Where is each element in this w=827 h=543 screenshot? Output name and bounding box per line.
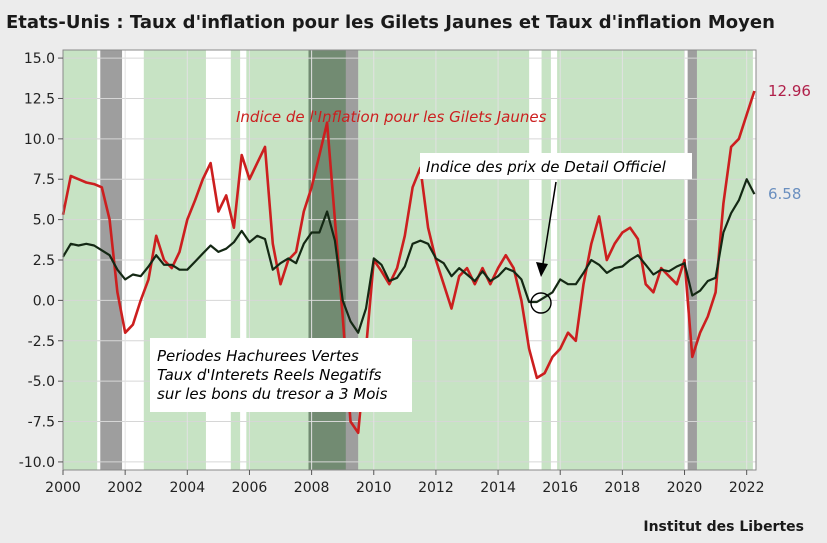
annotation-arrowhead — [536, 262, 548, 277]
x-tick-label: 2018 — [605, 480, 641, 496]
y-tick-label: -10.0 — [19, 455, 55, 471]
x-tick-label: 2014 — [480, 480, 516, 496]
y-tick-label: -5.0 — [28, 374, 55, 390]
x-tick-label: 2012 — [418, 480, 454, 496]
annotations: Indice de l'Inflation pour les Gilets Ja… — [150, 108, 692, 412]
series-line-1 — [62, 178, 756, 334]
x-tick-label: 2010 — [356, 480, 392, 496]
y-tick-label: -7.5 — [28, 415, 55, 431]
series-line-0 — [61, 90, 756, 435]
y-tick-label: 2.5 — [33, 253, 55, 269]
y-tick-label: 0.0 — [33, 293, 55, 309]
annotation-official-index: Indice des prix de Detail Officiel — [426, 158, 667, 176]
y-tick-label: 12.5 — [24, 91, 55, 107]
x-tick-label: 2002 — [107, 480, 143, 496]
annotation-box-official — [420, 153, 692, 179]
annotation-gilets-jaunes: Indice de l'Inflation pour les Gilets Ja… — [236, 108, 547, 126]
series-layer: 12.96 6.58 — [61, 82, 811, 435]
x-tick-label: 2004 — [169, 480, 205, 496]
annotation-circle — [530, 292, 552, 314]
annotation-box-periods — [150, 338, 412, 412]
series-end-label-1: 6.58 — [768, 185, 801, 203]
chart-title: Etats-Unis : Taux d'inflation pour les G… — [6, 12, 775, 33]
x-tick-label: 2000 — [45, 480, 81, 496]
y-tick-label: -2.5 — [28, 334, 55, 350]
axes: -10.0 -7.5 -5.0 -2.5 0.0 2.5 5.0 7.5 10.0 12.5 15.… — [19, 49, 765, 496]
y-tick-label: 7.5 — [33, 172, 55, 188]
x-tick-label: 2016 — [542, 480, 578, 496]
annotation-periods-line-2: sur les bons du tresor a 3 Mois — [157, 385, 388, 403]
x-tick-label: 2022 — [729, 480, 765, 496]
y-tick-label: 15.0 — [24, 51, 55, 67]
x-tick-label: 2020 — [667, 480, 703, 496]
x-tick-label: 2008 — [294, 480, 330, 496]
x-tick-label: 2006 — [232, 480, 268, 496]
source-label: Institut des Libertes — [643, 519, 804, 535]
annotation-periods-line-1: Taux d'Interets Reels Negatifs — [157, 366, 382, 384]
annotation-arrow — [541, 181, 557, 271]
y-tick-label: 5.0 — [33, 213, 55, 229]
y-tick-label: 10.0 — [24, 132, 55, 148]
series-end-label-0: 12.96 — [768, 82, 811, 100]
annotation-periods-line-0: Periodes Hachurees Vertes — [157, 347, 359, 365]
